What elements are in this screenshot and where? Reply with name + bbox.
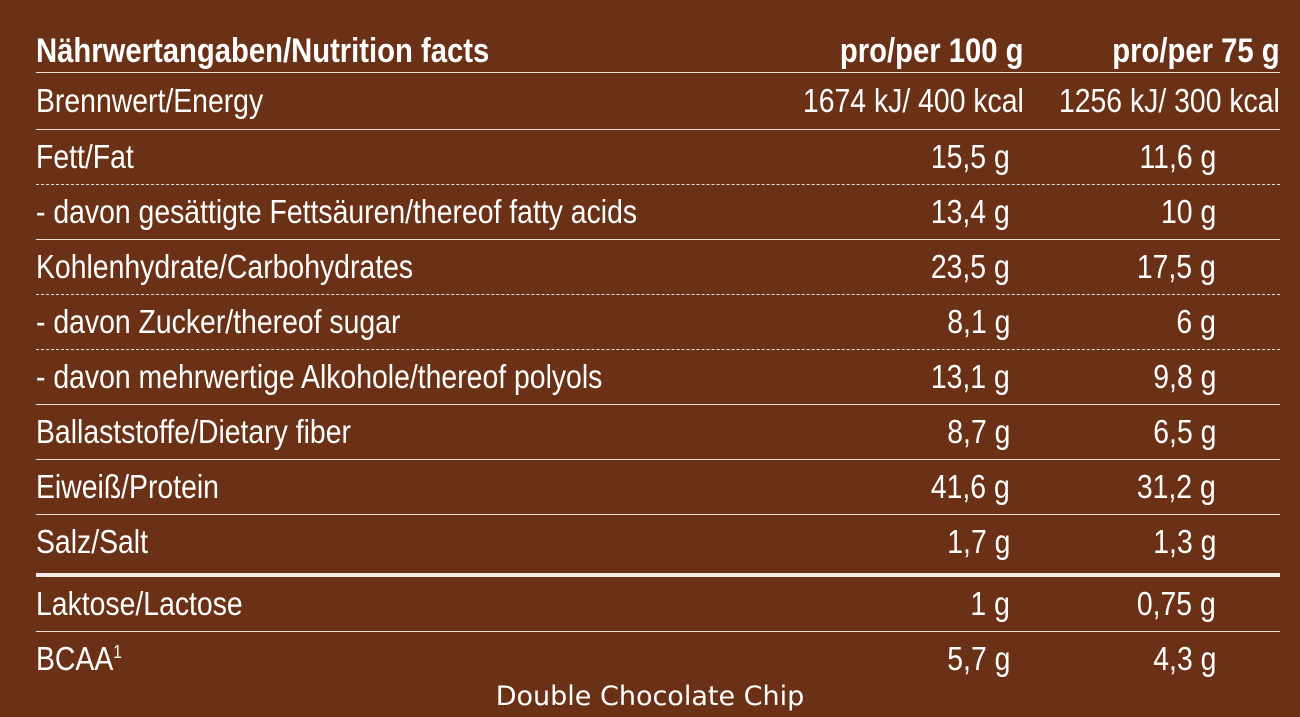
table-row-energy: Brennwert/Energy 1674 kJ/ 400 kcal 1256 … — [36, 73, 1280, 129]
divider-dashed — [36, 184, 1280, 185]
column-header-per-100g: pro/per 100 g — [840, 32, 1024, 70]
nutrition-table: Nährwertangaben/Nutrition facts pro/per … — [36, 30, 1280, 686]
row-value-per-75g: 4,3 g — [1152, 640, 1216, 677]
divider — [36, 459, 1280, 460]
row-label: - davon mehrwertige Alkohole/thereof pol… — [36, 358, 603, 395]
table-row: - davon mehrwertige Alkohole/thereof pol… — [36, 350, 1280, 404]
table-row: Kohlenhydrate/Carbohydrates 23,5 g 17,5 … — [36, 240, 1280, 294]
row-value-per-100g: 8,7 g — [946, 413, 1010, 450]
table-row: Salz/Salt 1,7 g 1,3 g — [36, 515, 1280, 569]
row-label: Laktose/Lactose — [36, 585, 243, 622]
row-value-per-75g: 6 g — [1176, 303, 1216, 340]
divider — [36, 72, 1280, 73]
table-row: Eiweiß/Protein 41,6 g 31,2 g — [36, 460, 1280, 514]
row-value-per-100g: 13,1 g — [931, 358, 1010, 395]
row-value-per-100g: 23,5 g — [931, 248, 1010, 285]
row-value-per-75g: 10 g — [1160, 193, 1216, 230]
row-value-per-100g: 41,6 g — [931, 468, 1010, 505]
row-label: Fett/Fat — [36, 138, 134, 175]
row-value-per-75g: 0,75 g — [1137, 585, 1216, 622]
row-value-per-75g: 11,6 g — [1139, 138, 1216, 175]
row-value-per-100g: 1674 kJ/ 400 kcal — [803, 82, 1024, 119]
row-value-per-75g: 6,5 g — [1152, 413, 1216, 450]
column-header-per-75g: pro/per 75 g — [1112, 32, 1280, 70]
table-row: - davon gesättigte Fettsäuren/thereof fa… — [36, 185, 1280, 239]
table-row: Fett/Fat 15,5 g 11,6 g — [36, 130, 1280, 184]
row-value-per-75g: 1,3 g — [1152, 523, 1216, 560]
row-value-per-100g: 1 g — [970, 585, 1010, 622]
table-row: - davon Zucker/thereof sugar 8,1 g 6 g — [36, 295, 1280, 349]
row-label: - davon Zucker/thereof sugar — [36, 303, 401, 340]
row-value-per-75g: 31,2 g — [1137, 468, 1216, 505]
footnote-marker: 1 — [113, 642, 122, 662]
divider — [36, 129, 1280, 130]
row-label-text: BCAA — [36, 640, 114, 677]
row-label: Eiweiß/Protein — [36, 468, 219, 505]
row-value-per-100g: 8,1 g — [946, 303, 1010, 340]
table-row: BCAA1 5,7 g 4,3 g — [36, 632, 1280, 686]
row-label: - davon gesättigte Fettsäuren/thereof fa… — [36, 193, 638, 230]
row-label: Ballaststoffe/Dietary fiber — [36, 413, 351, 450]
divider — [36, 631, 1280, 632]
row-value-per-100g: 13,4 g — [931, 193, 1010, 230]
divider — [36, 404, 1280, 405]
row-label: BCAA1 — [36, 632, 122, 686]
row-label: Kohlenhydrate/Carbohydrates — [36, 248, 414, 285]
divider — [36, 514, 1280, 515]
row-label: Brennwert/Energy — [36, 82, 264, 119]
row-value-per-100g: 15,5 g — [931, 138, 1010, 175]
row-value-per-75g: 1256 kJ/ 300 kcal — [1059, 82, 1280, 119]
row-value-per-75g: 9,8 g — [1152, 358, 1216, 395]
divider — [36, 239, 1280, 240]
divider-dashed — [36, 294, 1280, 295]
table-title: Nährwertangaben/Nutrition facts — [36, 32, 490, 70]
row-value-per-75g: 17,5 g — [1137, 248, 1216, 285]
row-value-per-100g: 5,7 g — [946, 640, 1010, 677]
table-row: Ballaststoffe/Dietary fiber 8,7 g 6,5 g — [36, 405, 1280, 459]
product-caption: Double Chocolate Chip — [495, 681, 805, 712]
divider-dashed — [36, 349, 1280, 350]
divider-thick — [36, 573, 1280, 577]
row-label: Salz/Salt — [36, 523, 149, 560]
table-row: Laktose/Lactose 1 g 0,75 g — [36, 577, 1280, 631]
row-value-per-100g: 1,7 g — [946, 523, 1010, 560]
table-header: Nährwertangaben/Nutrition facts pro/per … — [36, 30, 1280, 72]
